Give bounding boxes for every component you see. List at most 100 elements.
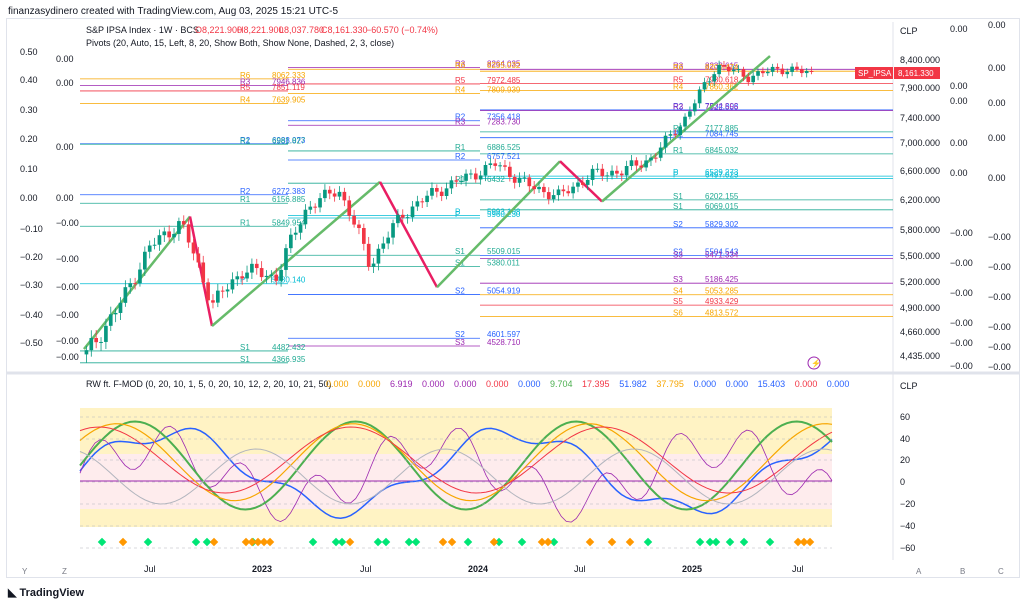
candle-body xyxy=(561,189,566,192)
candle-body xyxy=(503,165,507,167)
oscillator-signals xyxy=(97,537,815,547)
candle-body xyxy=(619,173,624,176)
pivot-level-tag: S1 xyxy=(240,343,250,352)
candle-body xyxy=(449,180,454,189)
left-outer-tick: −0.10 xyxy=(20,224,43,234)
candle-body xyxy=(444,188,449,196)
right-outer-tick: 0.00 xyxy=(988,20,1006,30)
pivot-level-value: 6757.521 xyxy=(487,152,521,161)
right-inner-tick: −0.00 xyxy=(950,318,973,328)
left-outer-tick: −0.20 xyxy=(20,252,43,262)
pivot-level-tag: R4 xyxy=(455,85,466,94)
candle-body xyxy=(133,283,137,285)
candle-body xyxy=(269,274,274,276)
signal-orange xyxy=(118,537,128,547)
signal-green xyxy=(463,537,473,547)
pivot-level-tag: R1 xyxy=(673,146,684,155)
candle-body xyxy=(800,69,804,74)
legend-close: C8,161.330 xyxy=(321,25,368,35)
left-inner-tick: −0.00 xyxy=(56,282,79,292)
candle-body xyxy=(230,279,235,290)
price-tick-label: 4,660.000 xyxy=(900,327,940,337)
candle-body xyxy=(712,74,717,82)
candle-body xyxy=(473,173,478,180)
pivot-level-value: 6988.073 xyxy=(272,136,306,145)
osc-legend-value: 0.000 xyxy=(726,379,749,389)
axis-button-b[interactable]: B xyxy=(960,567,966,576)
candle-body xyxy=(615,170,619,174)
time-tick-label: 2023 xyxy=(252,564,272,574)
right-inner-tick: 0.00 xyxy=(950,168,968,178)
left-outer-tick: −0.50 xyxy=(20,338,43,348)
pivot-level-value: 8062.333 xyxy=(272,71,306,80)
pivot-level-tag: S2 xyxy=(455,330,465,339)
pivot-level-tag: R1 xyxy=(240,195,251,204)
axis-button-c[interactable]: C xyxy=(998,567,1004,576)
pivot-level-tag: R3 xyxy=(673,103,684,112)
osc-legend-value: 6.919 xyxy=(390,379,413,389)
candle-body xyxy=(240,276,244,279)
osc-tick-label: 20 xyxy=(900,455,910,465)
candle-body xyxy=(639,165,644,168)
pivot-level-tag: S1 xyxy=(240,355,250,364)
pivot-level-value: 5504.543 xyxy=(705,248,739,257)
lightning-glyph: ⚡ xyxy=(811,358,821,368)
signal-orange xyxy=(537,537,547,547)
candle-body xyxy=(128,283,133,288)
zigzag-lines xyxy=(83,55,771,350)
price-tick-label: 6,600.000 xyxy=(900,166,940,176)
candle-body xyxy=(498,165,502,167)
signal-green xyxy=(308,537,318,547)
candle-body xyxy=(371,263,376,267)
pivot-level-tag: S3 xyxy=(455,338,465,347)
signal-orange xyxy=(625,537,635,547)
candle-body xyxy=(298,224,303,233)
candle-body xyxy=(702,82,707,90)
signal-green xyxy=(643,537,653,547)
candle-body xyxy=(605,175,609,177)
right-inner-tick: −0.00 xyxy=(950,288,973,298)
candle-body xyxy=(736,69,741,71)
candle-body xyxy=(362,228,366,244)
signal-orange xyxy=(265,537,275,547)
signal-green xyxy=(725,537,735,547)
candle-body xyxy=(532,186,536,190)
pivot-level-tag: R5 xyxy=(240,83,251,92)
candle-body xyxy=(551,195,556,200)
candle-body xyxy=(157,235,162,245)
pivot-level-value: 4366.935 xyxy=(272,355,306,364)
pivot-level-tag: R6 xyxy=(455,61,466,70)
pivot-level-value: 5960.230 xyxy=(487,210,521,219)
time-axis-ticks: Jul 2023 Jul 2024 Jul 2025 Jul xyxy=(144,564,804,574)
pivot-level-tag: R1 xyxy=(240,218,251,227)
osc-legend-name: RW ft. F-MOD (0, 20, 10, 1, 5, 0, 20, 10… xyxy=(86,379,331,389)
osc-tick-label: 40 xyxy=(900,434,910,444)
candle-body xyxy=(245,272,249,279)
candle-body xyxy=(756,71,760,76)
left-outer-tick: 0.00 xyxy=(20,193,38,203)
left-inner-tick: −0.00 xyxy=(56,254,79,264)
time-tick-label: Jul xyxy=(574,564,586,574)
axis-button-z[interactable]: Z xyxy=(62,567,67,576)
candle-body xyxy=(84,350,89,355)
axis-button-y[interactable]: Y xyxy=(22,567,28,576)
osc-legend-value: 0.000 xyxy=(795,379,818,389)
osc-legend-value: 0.000 xyxy=(454,379,477,389)
candle-body xyxy=(104,325,108,342)
pivot-level-tag: S6 xyxy=(673,309,683,318)
osc-legend-value: 9.704 xyxy=(550,379,573,389)
candle-body xyxy=(220,290,225,292)
osc-tick-label: 0 xyxy=(900,477,905,487)
axis-button-a[interactable]: A xyxy=(916,567,922,576)
pivot-level-value: 7084.745 xyxy=(705,130,739,139)
pivot-level-value: 6069.015 xyxy=(705,202,739,211)
pivot-level-value: 5471.334 xyxy=(705,250,739,259)
candle-body xyxy=(216,290,220,303)
pivot-level-value: 6981.827 xyxy=(272,136,306,145)
candle-body xyxy=(658,147,663,158)
pivot-level-value: 4601.597 xyxy=(487,330,521,339)
candle-body xyxy=(425,195,429,203)
osc-tick-label: −40 xyxy=(900,521,915,531)
price-tick-label: 4,435.000 xyxy=(900,351,940,361)
